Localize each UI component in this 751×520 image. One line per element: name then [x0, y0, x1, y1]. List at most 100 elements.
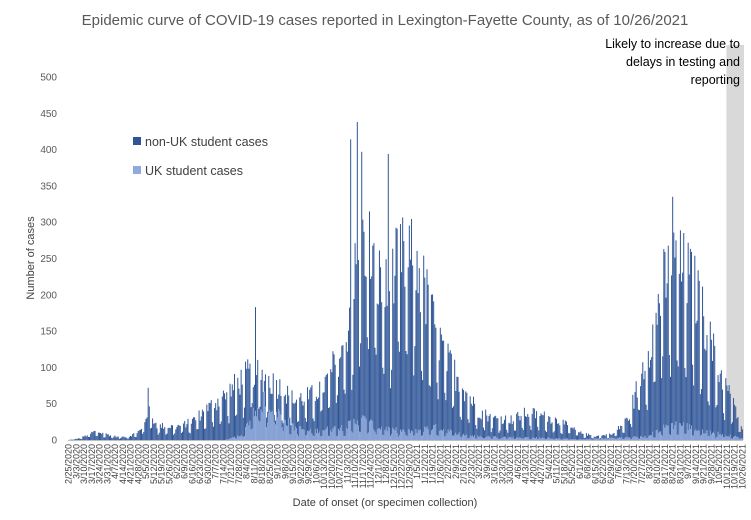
bar-non-uk — [623, 432, 625, 440]
bar-uk — [384, 429, 386, 440]
bar-non-uk — [230, 396, 232, 440]
bar-non-uk — [519, 420, 521, 440]
bar-non-uk — [121, 437, 123, 440]
bar-uk — [448, 431, 450, 440]
bar-non-uk — [544, 430, 546, 440]
bar-non-uk — [656, 324, 658, 440]
bar-non-uk — [407, 267, 409, 440]
bar-non-uk — [229, 383, 231, 440]
bar-non-uk — [567, 425, 569, 440]
bar-uk — [494, 436, 496, 440]
bar-uk — [721, 433, 723, 440]
bar-non-uk — [210, 400, 212, 440]
bar-non-uk — [118, 438, 120, 440]
bar-uk — [673, 428, 675, 440]
bar-non-uk — [100, 432, 102, 440]
bar-uk — [696, 430, 698, 440]
bar-non-uk — [661, 378, 663, 440]
bar-non-uk — [430, 294, 432, 440]
bar-non-uk — [391, 369, 393, 440]
bar-uk — [713, 431, 715, 440]
bar-non-uk — [560, 432, 562, 440]
bar-non-uk — [605, 434, 607, 440]
bar-non-uk — [665, 297, 667, 440]
bar-non-uk — [399, 224, 401, 440]
bar-non-uk — [596, 435, 598, 440]
bar-non-uk — [572, 428, 574, 440]
bar-non-uk — [428, 385, 430, 440]
legend-label-non-uk: non-UK student cases — [145, 135, 268, 149]
bar-non-uk — [536, 411, 538, 440]
bar-non-uk — [465, 391, 467, 440]
bar-uk — [352, 432, 354, 440]
bar-uk — [418, 430, 420, 440]
bar-non-uk — [547, 421, 549, 440]
bar-uk — [487, 436, 489, 440]
bar-non-uk — [133, 433, 135, 440]
x-tick-label: 8/3/2021 — [644, 444, 654, 479]
x-tick-label: 1/5/2021 — [412, 444, 422, 479]
bar-non-uk — [79, 438, 81, 440]
bar-non-uk — [710, 339, 712, 440]
bar-uk — [425, 427, 427, 440]
x-tick-label: 8/10/2021 — [652, 444, 662, 484]
bar-uk — [424, 426, 426, 440]
bar-non-uk — [624, 418, 626, 440]
bar-uk — [712, 432, 714, 440]
bar-uk — [550, 438, 552, 440]
bar-non-uk — [516, 413, 518, 440]
bar-non-uk — [648, 367, 650, 440]
bar-non-uk — [276, 380, 278, 440]
bar-non-uk — [513, 430, 515, 440]
bar-uk — [689, 428, 691, 440]
x-tick-label: 9/28/2021 — [706, 444, 716, 484]
bar-non-uk — [319, 381, 321, 440]
bar-uk — [562, 438, 564, 440]
bar-uk — [699, 435, 701, 440]
bar-non-uk — [403, 241, 405, 440]
bar-non-uk — [190, 423, 192, 440]
bar-uk — [568, 439, 570, 440]
bar-uk — [339, 430, 341, 440]
bar-non-uk — [177, 424, 179, 440]
bar-non-uk — [162, 422, 164, 440]
bar-non-uk — [102, 432, 104, 440]
bar-non-uk — [610, 434, 612, 440]
bar-uk — [693, 435, 695, 440]
x-tick-label: 5/12/2020 — [149, 444, 159, 484]
bar-non-uk — [511, 424, 513, 440]
x-tick-label: 6/15/2021 — [590, 444, 600, 484]
x-tick-label: 9/29/2020 — [304, 444, 314, 484]
bar-uk — [324, 429, 326, 440]
x-tick-label: 6/29/2021 — [606, 444, 616, 484]
bar-non-uk — [206, 404, 208, 440]
bar-non-uk — [423, 255, 425, 440]
x-tick-label: 8/11/2020 — [249, 444, 259, 483]
bar-non-uk — [551, 422, 553, 440]
bar-uk — [252, 407, 254, 440]
bar-non-uk — [438, 360, 440, 440]
bar-uk — [270, 412, 272, 440]
bar-non-uk — [216, 410, 218, 440]
bar-non-uk — [583, 437, 585, 440]
bar-non-uk — [90, 433, 92, 440]
bar-non-uk — [739, 431, 741, 440]
bar-non-uk — [721, 389, 723, 440]
bar-non-uk — [509, 423, 511, 440]
bar-non-uk — [142, 433, 144, 440]
bar-uk — [571, 439, 573, 440]
bar-uk — [647, 436, 649, 440]
bar-non-uk — [432, 294, 434, 440]
bar-non-uk — [359, 366, 361, 440]
bar-uk — [328, 435, 330, 440]
bar-uk — [542, 437, 544, 440]
bar-uk — [495, 435, 497, 440]
bar-non-uk — [683, 233, 685, 440]
bar-non-uk — [730, 423, 732, 440]
bar-non-uk — [727, 390, 729, 440]
bar-non-uk — [116, 436, 118, 440]
bar-uk — [475, 438, 477, 440]
bar-non-uk — [469, 396, 471, 440]
bar-non-uk — [300, 393, 302, 440]
bar-uk — [644, 435, 646, 440]
